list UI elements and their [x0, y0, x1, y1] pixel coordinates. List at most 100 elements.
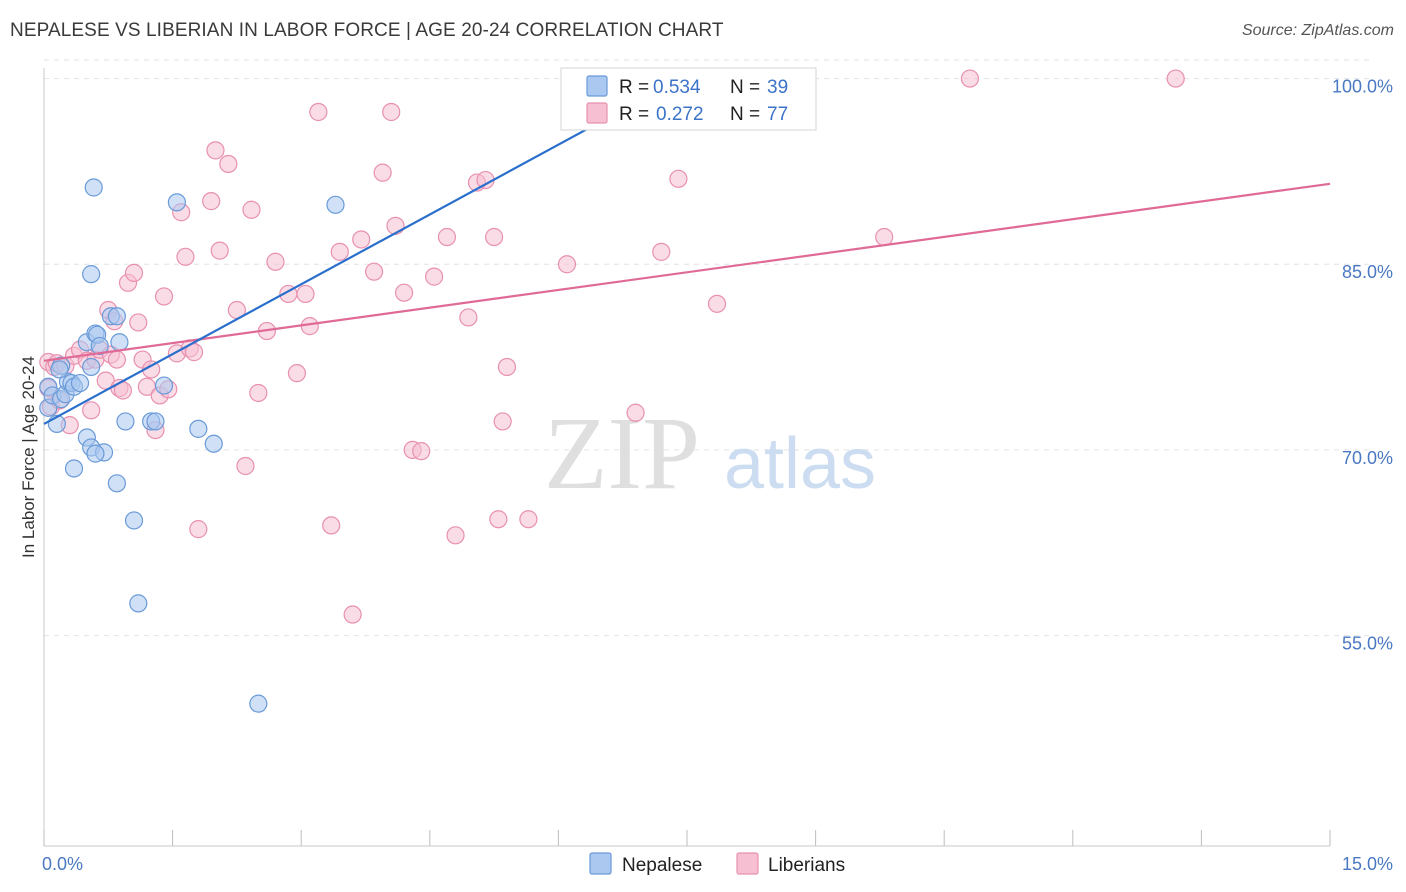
- nepalese-point: [82, 357, 101, 377]
- liberian-point: [382, 102, 401, 122]
- nepalese-point: [116, 412, 135, 431]
- series-legend: Nepalese Liberians: [589, 852, 845, 876]
- nepalese-point: [64, 459, 84, 478]
- nepalese-point: [70, 373, 90, 393]
- liberian-point: [236, 456, 255, 476]
- liberian-point: [960, 69, 980, 88]
- liberian-point: [107, 350, 126, 369]
- liberian-point: [189, 520, 208, 539]
- legend-liberian-n-label: N =: [730, 104, 760, 125]
- liberian-point: [287, 364, 307, 383]
- nepalese-trend-line: [43, 73, 688, 425]
- bottom-legend-liberian-swatch: [736, 852, 759, 875]
- chart-title: NEPALESE VS LIBERIAN IN LABOR FORCE | AG…: [10, 20, 724, 41]
- trend-lines: [43, 73, 1331, 425]
- liberian-point: [266, 252, 285, 271]
- liberian-point: [330, 242, 349, 261]
- y-tick-label: 70.0%: [1342, 448, 1393, 468]
- nepalese-point: [249, 694, 268, 713]
- x-axis-ticks: [43, 830, 1331, 846]
- x-axis-tick-labels: 0.0% 15.0%: [42, 854, 1393, 874]
- y-axis-label: In Labor Force | Age 20-24: [19, 356, 38, 558]
- liberian-point: [493, 412, 512, 431]
- liberian-point: [82, 401, 101, 420]
- liberian-point: [497, 357, 517, 377]
- liberian-point: [652, 242, 671, 261]
- nepalese-point: [110, 333, 129, 352]
- legend-nepalese-n-label: N =: [730, 77, 760, 98]
- liberian-trend-line: [43, 182, 1331, 362]
- liberian-point: [386, 216, 405, 235]
- liberian-point: [296, 284, 315, 304]
- nepalese-point: [50, 360, 69, 379]
- liberian-points: [39, 69, 1185, 624]
- bottom-legend-nepalese-swatch: [589, 852, 612, 875]
- nepalese-point: [124, 511, 144, 530]
- liberian-point: [249, 383, 268, 403]
- bottom-legend-nepalese-label: Nepalese: [622, 855, 702, 876]
- liberian-point: [489, 510, 508, 529]
- liberian-point: [206, 141, 225, 160]
- liberian-point: [129, 313, 148, 332]
- nepalese-point: [326, 195, 345, 214]
- liberian-point: [219, 154, 238, 174]
- correlation-legend: R = 0.534 N = 39 R = 0.272 N = 77: [560, 67, 817, 131]
- liberian-point: [707, 294, 727, 313]
- liberian-point: [485, 227, 504, 247]
- legend-nepalese-n-value: 39: [767, 77, 788, 98]
- watermark-atlas: atlas: [724, 424, 876, 504]
- x-tick-label: 15.0%: [1342, 854, 1393, 874]
- liberian-point: [242, 200, 261, 219]
- liberian-point: [669, 169, 688, 188]
- nepalese-point: [86, 444, 105, 463]
- nepalese-point: [189, 419, 208, 438]
- liberian-point: [210, 241, 229, 260]
- liberian-point: [394, 283, 414, 302]
- y-tick-label: 55.0%: [1342, 634, 1393, 654]
- bottom-legend-liberian-label: Liberians: [768, 855, 845, 876]
- legend-liberian-n-value: 77: [767, 104, 788, 125]
- liberian-point: [437, 227, 457, 247]
- source-label: Source: ZipAtlas.com: [1241, 22, 1394, 39]
- x-tick-label: 0.0%: [42, 854, 83, 874]
- nepalese-points: [39, 178, 345, 713]
- liberian-point: [557, 255, 577, 274]
- liberian-point: [373, 163, 392, 182]
- liberian-point: [519, 510, 538, 529]
- liberian-point: [364, 262, 384, 281]
- liberian-point: [322, 516, 341, 535]
- liberian-point: [459, 308, 478, 327]
- liberian-point: [202, 192, 221, 211]
- watermark-zip: ZIP: [544, 396, 700, 511]
- liberian-point: [626, 403, 645, 422]
- legend-nepalese-swatch: [586, 75, 608, 97]
- nepalese-point: [204, 434, 223, 453]
- nepalese-point: [82, 265, 101, 284]
- nepalese-point: [84, 178, 103, 197]
- legend-liberian-r-value: 0.272: [656, 104, 704, 125]
- liberian-point: [309, 102, 328, 122]
- y-tick-label: 85.0%: [1342, 262, 1393, 282]
- liberian-point: [154, 287, 174, 306]
- nepalese-point: [90, 336, 109, 356]
- nepalese-point: [107, 474, 126, 493]
- y-axis-tick-labels: 55.0% 70.0% 85.0% 100.0%: [1332, 77, 1393, 654]
- gridlines: [44, 59, 1370, 637]
- nepalese-point: [129, 594, 148, 613]
- liberian-point: [124, 263, 144, 283]
- liberian-point: [176, 247, 195, 266]
- y-tick-label: 100.0%: [1332, 77, 1393, 97]
- nepalese-point: [146, 412, 165, 431]
- liberian-point: [343, 605, 362, 624]
- liberian-point: [412, 442, 431, 461]
- legend-liberian-r-label: R =: [619, 104, 649, 125]
- legend-liberian-swatch: [586, 102, 608, 124]
- nepalese-point: [154, 376, 174, 395]
- liberian-point: [424, 267, 444, 286]
- nepalese-point: [107, 307, 126, 326]
- liberian-point: [1166, 69, 1185, 88]
- legend-nepalese-r-value: 0.534: [653, 77, 701, 98]
- liberian-point: [352, 230, 371, 249]
- legend-nepalese-r-label: R =: [619, 77, 649, 98]
